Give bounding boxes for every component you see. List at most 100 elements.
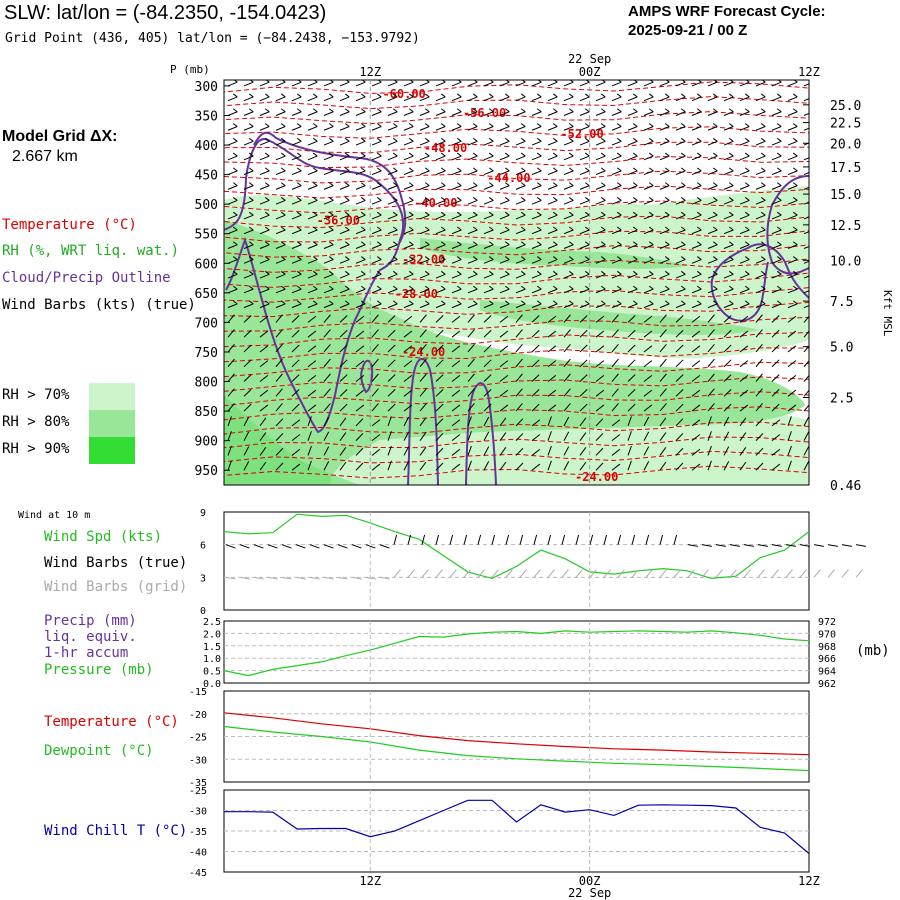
wind-barb-staff bbox=[547, 111, 558, 116]
wind-barb bbox=[547, 460, 552, 471]
wind-barb-staff bbox=[323, 199, 334, 205]
wind-barb bbox=[467, 343, 475, 353]
temperature-contour-line bbox=[224, 81, 809, 96]
wind-barb-flag bbox=[632, 197, 638, 201]
wind-barb bbox=[755, 108, 766, 116]
wind-barb-staff bbox=[291, 359, 300, 368]
wind-barb-staff bbox=[323, 303, 334, 309]
wind-barb bbox=[659, 417, 667, 427]
height-tick-label: 20.0 bbox=[830, 137, 861, 152]
wind-barb bbox=[323, 388, 331, 397]
temperature-contour-line bbox=[224, 230, 809, 244]
wind-barb-staff bbox=[739, 374, 749, 382]
wind-barb bbox=[419, 182, 430, 190]
wind-barb bbox=[547, 182, 558, 190]
wind-barb bbox=[419, 270, 430, 279]
wind-barb bbox=[787, 182, 798, 190]
wind-barb-staff bbox=[227, 288, 238, 294]
wind-barb-staff bbox=[483, 315, 492, 323]
wind-barb-flag bbox=[744, 152, 750, 157]
wind-barb bbox=[243, 461, 250, 471]
wind-barb-staff bbox=[723, 199, 734, 205]
wind-barb bbox=[227, 388, 235, 397]
wind-barb-staff bbox=[643, 404, 653, 412]
wind-barb-flag bbox=[456, 197, 462, 201]
wind-barb-staff bbox=[275, 388, 283, 397]
wind-barb-staff bbox=[771, 288, 782, 294]
wind-barb bbox=[275, 343, 283, 353]
wind-barb-staff bbox=[531, 185, 542, 190]
wind-barb bbox=[483, 300, 494, 309]
wind-barb-flag bbox=[296, 108, 302, 113]
wind-barb bbox=[755, 300, 766, 309]
surface-barb-grid bbox=[715, 569, 723, 578]
wind-barb-staff bbox=[739, 273, 750, 279]
wind-barb bbox=[483, 108, 494, 116]
temperature-line bbox=[223, 712, 810, 756]
wind-barb-flag bbox=[408, 256, 414, 260]
wind-barb-staff bbox=[627, 403, 636, 412]
wind-barb-staff bbox=[659, 403, 667, 412]
wind-barb bbox=[755, 93, 766, 102]
wind-barb bbox=[515, 418, 524, 427]
wind-barb-staff bbox=[291, 229, 302, 235]
wind-barb-staff bbox=[771, 81, 782, 87]
wind-barb-flag bbox=[328, 108, 334, 113]
legend-dewpoint: Dewpoint (°C) bbox=[44, 743, 154, 759]
wind-barb-staff bbox=[307, 360, 317, 368]
wind-barb bbox=[755, 447, 764, 456]
wind-barb-flag bbox=[600, 211, 606, 216]
wind-barb bbox=[323, 446, 330, 456]
wind-barb bbox=[259, 447, 267, 456]
surface-barb-grid bbox=[281, 576, 292, 580]
wind-barb bbox=[611, 300, 622, 309]
wind-barb-staff bbox=[371, 214, 382, 220]
wind-barb bbox=[339, 329, 348, 338]
wind-barb-flag bbox=[472, 197, 478, 201]
wind-barb bbox=[323, 416, 330, 427]
wind-barb-staff bbox=[611, 185, 622, 190]
surface-barb-true bbox=[435, 534, 440, 545]
wind-barb bbox=[659, 137, 670, 146]
wind-chill-tick-label: -45 bbox=[189, 868, 207, 879]
wind-barb bbox=[547, 241, 558, 249]
wind-barb-flag bbox=[440, 256, 446, 260]
wind-barb-staff bbox=[771, 329, 780, 338]
wind-barb bbox=[403, 123, 414, 131]
wind-barb-staff bbox=[259, 404, 269, 412]
wind-barb-staff bbox=[483, 155, 494, 161]
wind-barb bbox=[419, 300, 430, 309]
wind-barb-staff bbox=[291, 303, 302, 309]
wind-barb bbox=[339, 80, 350, 87]
wind-barb-staff bbox=[307, 199, 318, 205]
wind-barb-flag bbox=[680, 152, 686, 157]
wind-barb-staff bbox=[595, 315, 605, 323]
wind-barb bbox=[275, 403, 283, 412]
wind-barb-staff bbox=[803, 374, 809, 382]
wind-barb-staff bbox=[595, 155, 606, 161]
wind-barb bbox=[355, 345, 365, 353]
wind-barb bbox=[755, 226, 766, 235]
wind-barb bbox=[627, 137, 638, 146]
wind-barb bbox=[259, 389, 269, 397]
wind-barb bbox=[691, 404, 701, 412]
wind-barb-flag bbox=[664, 197, 670, 201]
wind-barb bbox=[323, 80, 334, 87]
wind-barb-staff bbox=[675, 359, 684, 368]
wind-barb-flag bbox=[424, 256, 430, 260]
wind-barb bbox=[259, 123, 270, 131]
wind-barb bbox=[739, 182, 750, 190]
wind-barb bbox=[595, 197, 606, 205]
wind-barb-flag bbox=[232, 167, 238, 172]
wind-barb bbox=[691, 448, 701, 456]
wind-barb bbox=[515, 388, 523, 397]
wind-barb-staff bbox=[611, 448, 621, 456]
wind-barb-flag bbox=[488, 167, 494, 172]
wind-barb bbox=[723, 108, 734, 116]
wind-barb-staff bbox=[595, 273, 606, 279]
temperature-contours: -60.00-56.00-52.00-48.00-44.00-40.00-36.… bbox=[224, 81, 809, 484]
wind-barb-staff bbox=[627, 170, 638, 176]
wind-barb-flag bbox=[616, 123, 622, 127]
wind-barb-staff bbox=[275, 185, 286, 190]
wind-barb bbox=[547, 211, 558, 220]
